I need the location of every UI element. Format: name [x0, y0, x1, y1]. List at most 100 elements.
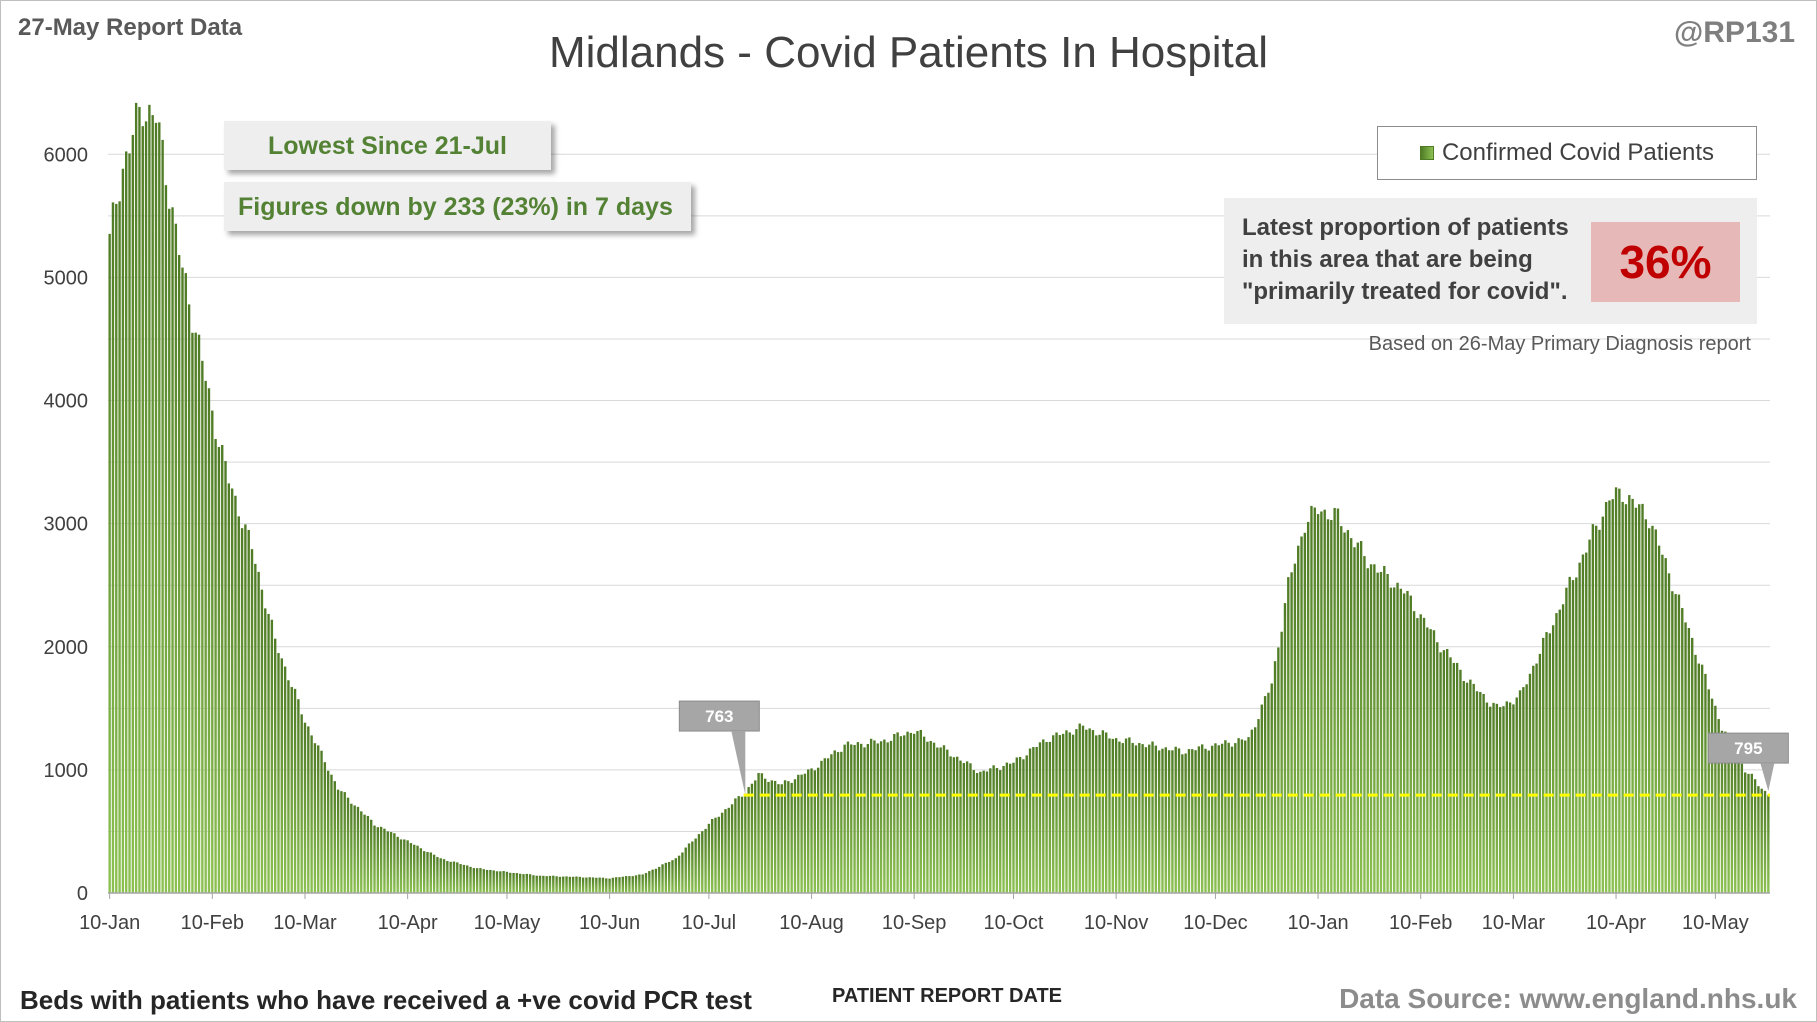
- bar: [1399, 588, 1403, 893]
- bar: [1737, 757, 1740, 893]
- bar: [863, 747, 866, 893]
- x-tick-label: 10-Apr: [378, 912, 438, 934]
- bar: [873, 740, 876, 893]
- bar: [492, 870, 495, 893]
- primary-treatment-percentage: 36%: [1591, 222, 1740, 302]
- bar: [591, 877, 595, 893]
- bar: [1303, 532, 1307, 893]
- bar: [522, 874, 525, 893]
- bar: [1760, 788, 1763, 893]
- x-tick-label: 10-May: [474, 912, 541, 934]
- bar: [1628, 495, 1631, 893]
- bar: [770, 780, 773, 893]
- bar: [1558, 609, 1561, 893]
- x-tick-label: 10-Jun: [579, 912, 640, 934]
- bar: [618, 877, 621, 893]
- bar: [866, 744, 870, 893]
- bar: [1151, 741, 1154, 893]
- bar: [1028, 748, 1032, 893]
- y-tick-label: 3000: [44, 514, 89, 536]
- bar: [658, 866, 661, 893]
- bar: [307, 726, 310, 893]
- bar: [1412, 611, 1416, 893]
- bar: [525, 873, 528, 893]
- bar: [1244, 740, 1247, 893]
- bar: [1005, 762, 1009, 893]
- bar: [548, 875, 552, 893]
- bar: [466, 865, 469, 893]
- bar: [565, 876, 568, 893]
- bar: [1237, 738, 1240, 893]
- bar: [651, 869, 654, 893]
- bar: [843, 744, 846, 893]
- bar: [1052, 735, 1055, 893]
- bar: [1379, 571, 1383, 893]
- bar: [1035, 747, 1038, 893]
- bar: [1108, 738, 1111, 893]
- bar: [267, 613, 270, 893]
- bar: [969, 763, 972, 893]
- bar: [184, 273, 187, 893]
- bar: [1419, 614, 1422, 893]
- bar: [1191, 749, 1194, 893]
- bar: [1697, 663, 1701, 893]
- bar: [558, 876, 562, 893]
- bar: [1492, 702, 1495, 893]
- bar: [532, 875, 535, 893]
- bar: [234, 495, 237, 893]
- bar: [429, 852, 432, 893]
- bar: [240, 528, 244, 893]
- bar: [717, 816, 721, 893]
- bar: [631, 876, 634, 893]
- bar: [171, 207, 174, 893]
- bar: [363, 814, 366, 893]
- bar: [707, 823, 711, 893]
- bar: [1568, 576, 1571, 893]
- bar: [1081, 725, 1085, 893]
- bar: [1555, 613, 1558, 893]
- bar: [899, 736, 903, 893]
- bar: [575, 876, 578, 893]
- bar: [648, 871, 651, 893]
- bar-series-confirmed-covid-patients: [108, 102, 1770, 894]
- bar: [1634, 507, 1638, 893]
- bar: [959, 760, 962, 893]
- bar: [1611, 499, 1614, 893]
- bar: [1210, 745, 1214, 893]
- bar: [1459, 669, 1462, 893]
- bar: [346, 797, 350, 893]
- bar: [1343, 532, 1346, 893]
- bar: [1545, 632, 1548, 893]
- bar: [1124, 738, 1128, 893]
- bar: [1396, 582, 1399, 893]
- marker-box: [1707, 732, 1789, 764]
- bar: [605, 878, 608, 893]
- bar: [151, 115, 154, 893]
- bar: [1356, 542, 1359, 893]
- bar: [883, 739, 886, 893]
- bar: [777, 784, 780, 893]
- bar: [979, 771, 982, 893]
- bar: [555, 876, 558, 893]
- bar: [1747, 773, 1750, 893]
- bar: [1389, 587, 1393, 893]
- bar: [1512, 704, 1515, 893]
- bar: [1330, 519, 1333, 893]
- bar: [701, 831, 704, 893]
- bar: [773, 780, 777, 893]
- bar: [512, 872, 515, 893]
- bar: [115, 203, 118, 893]
- bar: [1757, 786, 1760, 893]
- bar: [1336, 508, 1340, 893]
- bar: [952, 757, 956, 893]
- bar: [1717, 719, 1720, 893]
- bar: [217, 447, 221, 893]
- bar: [1071, 734, 1075, 893]
- bar: [598, 877, 601, 893]
- bar: [320, 750, 323, 893]
- bar: [790, 782, 793, 893]
- bar: [1439, 652, 1442, 893]
- bar: [1376, 572, 1379, 893]
- chart-legend: Confirmed Covid Patients: [1377, 126, 1757, 180]
- bar: [505, 871, 509, 893]
